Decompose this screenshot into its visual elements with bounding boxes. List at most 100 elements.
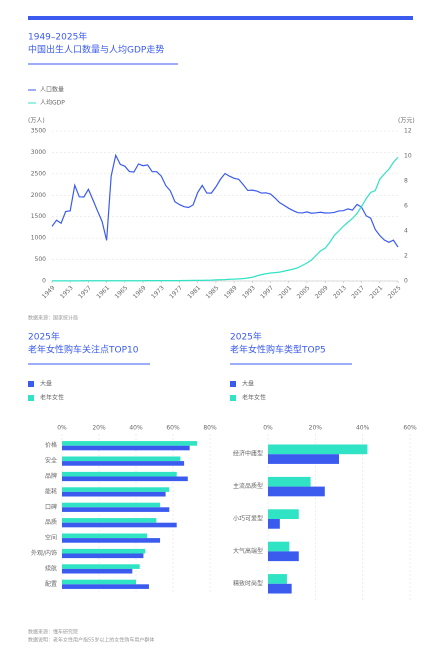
legend-label: 人口数量 bbox=[40, 86, 64, 94]
category-label: 续航 bbox=[45, 564, 57, 572]
bar bbox=[62, 564, 140, 569]
y-tick-label: 1500 bbox=[31, 213, 46, 220]
y-tick-label: 2500 bbox=[31, 170, 46, 177]
x-tick-label: 1989 bbox=[223, 284, 239, 300]
bar bbox=[268, 551, 299, 562]
footer-note: 数据说明：老年女性用户指55岁以上的女性购车用户群体 bbox=[28, 637, 154, 644]
chart-title: 2025年 bbox=[28, 331, 60, 343]
bar bbox=[62, 476, 188, 482]
bar bbox=[268, 509, 299, 519]
y-tick-label: 0 bbox=[42, 278, 46, 285]
bar bbox=[62, 445, 190, 451]
bar bbox=[62, 522, 177, 528]
legend-swatch bbox=[28, 395, 34, 401]
footer-source: 数据来源：懂车研究院 bbox=[28, 629, 78, 636]
legend-label: 大盘 bbox=[40, 380, 52, 388]
y2-tick-label: 0 bbox=[404, 278, 408, 285]
bar bbox=[62, 461, 185, 466]
chart-title: 2025年 bbox=[230, 331, 262, 343]
source-note: 数据来源：国家统计局 bbox=[28, 315, 78, 322]
bar bbox=[62, 533, 148, 539]
x-tick-label: 2025 bbox=[387, 284, 403, 300]
y2-tick-label: 4 bbox=[404, 228, 408, 235]
y-tick-label: 3000 bbox=[31, 149, 46, 156]
bar bbox=[62, 553, 144, 559]
bar bbox=[268, 541, 290, 552]
x-tick-label: 20% bbox=[309, 425, 323, 432]
bar bbox=[268, 476, 311, 487]
category-label: 价格 bbox=[45, 441, 57, 449]
bar bbox=[268, 583, 292, 594]
category-label: 配置 bbox=[45, 581, 57, 588]
legend-swatch bbox=[28, 381, 34, 387]
category-label: 品质 bbox=[45, 518, 57, 526]
top-bar bbox=[28, 16, 413, 20]
x-tick-label: 40% bbox=[129, 425, 143, 432]
bar bbox=[62, 487, 170, 492]
legend-label: 老年女性 bbox=[40, 394, 64, 402]
y-tick-label: 3500 bbox=[31, 128, 46, 135]
y-tick-label: 2000 bbox=[31, 192, 46, 199]
chart-title: 1949–2025年 bbox=[28, 31, 87, 43]
x-tick-label: 0% bbox=[57, 425, 67, 432]
y-tick-label: 1000 bbox=[31, 235, 46, 242]
y-tick-label: 500 bbox=[35, 256, 47, 263]
bar bbox=[62, 548, 146, 554]
bar bbox=[62, 456, 181, 462]
y2-tick-label: 10 bbox=[404, 153, 412, 160]
x-tick-label: 1961 bbox=[95, 284, 111, 300]
bar bbox=[62, 568, 133, 574]
x-tick-label: 2017 bbox=[350, 284, 366, 300]
category-label: 大气高端型 bbox=[233, 547, 263, 555]
x-tick-label: 1997 bbox=[259, 284, 275, 300]
x-tick-label: 2009 bbox=[314, 284, 330, 300]
legend-label: 人均GDP bbox=[40, 99, 65, 107]
category-label: 安全 bbox=[45, 457, 57, 465]
series-line bbox=[51, 153, 399, 248]
chart-subtitle: 老年女性购车类型TOP5 bbox=[230, 344, 326, 356]
bar bbox=[62, 518, 157, 523]
bar bbox=[62, 502, 161, 508]
x-tick-label: 80% bbox=[203, 425, 217, 432]
x-tick-label: 1969 bbox=[132, 284, 148, 300]
bar bbox=[62, 584, 149, 589]
y2-tick-label: 12 bbox=[404, 128, 412, 135]
category-label: 主流品质型 bbox=[233, 482, 263, 490]
category-label: 口碑 bbox=[45, 503, 57, 511]
chart-subtitle: 老年女性购车关注点TOP10 bbox=[28, 344, 139, 356]
x-tick-label: 2021 bbox=[369, 284, 385, 300]
x-tick-label: 2005 bbox=[296, 284, 312, 300]
legend-label: 大盘 bbox=[242, 380, 254, 388]
x-tick-label: 1985 bbox=[205, 284, 221, 300]
chart-subtitle: 中国出生人口数量与人均GDP走势 bbox=[28, 44, 164, 56]
bar bbox=[62, 507, 170, 512]
x-tick-label: 1977 bbox=[168, 284, 184, 300]
category-label: 经济中庸型 bbox=[233, 450, 263, 458]
bar bbox=[62, 538, 161, 543]
x-tick-label: 1993 bbox=[241, 284, 257, 300]
legend-label: 老年女性 bbox=[242, 394, 266, 402]
x-tick-label: 40% bbox=[356, 425, 370, 432]
x-tick-label: 20% bbox=[92, 425, 106, 432]
y2-tick-label: 2 bbox=[404, 253, 408, 260]
x-tick-label: 60% bbox=[403, 425, 417, 432]
legend-swatch bbox=[230, 381, 236, 387]
y-axis-label: (万人) bbox=[28, 118, 45, 125]
x-tick-label: 1965 bbox=[114, 284, 130, 300]
x-tick-label: 0% bbox=[263, 425, 273, 432]
bar bbox=[268, 574, 287, 584]
series-line bbox=[52, 156, 399, 282]
bar bbox=[62, 579, 136, 585]
category-label: 精致时尚型 bbox=[233, 579, 263, 587]
bar bbox=[62, 471, 177, 477]
category-label: 品牌 bbox=[45, 472, 57, 480]
x-tick-label: 1957 bbox=[77, 284, 93, 300]
x-tick-label: 1981 bbox=[186, 284, 202, 300]
bar bbox=[62, 441, 198, 446]
x-tick-label: 2001 bbox=[277, 284, 293, 300]
y2-tick-label: 8 bbox=[404, 178, 408, 185]
category-label: 能耗 bbox=[45, 487, 57, 495]
bar bbox=[268, 519, 280, 529]
y2-tick-label: 6 bbox=[404, 203, 408, 210]
